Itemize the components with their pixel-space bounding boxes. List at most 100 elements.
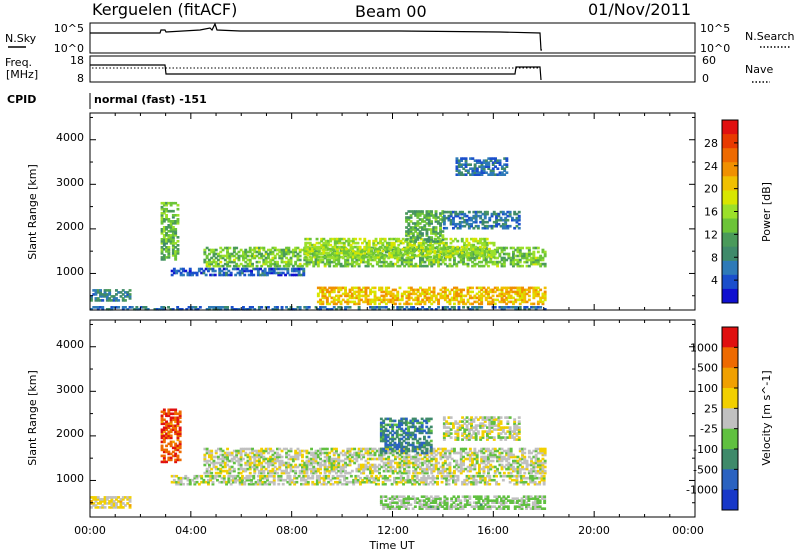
heatmap-cell [214,252,218,256]
heatmap-cell [489,173,493,176]
heatmap-cell [536,471,540,475]
heatmap-cell [417,243,421,247]
heatmap-cell [372,243,376,247]
heatmap-cell [380,286,384,290]
heatmap-cell [101,295,105,298]
heatmap-cell [382,457,386,461]
heatmap-cell [169,242,173,245]
heatmap-cell [444,251,448,255]
heatmap-cell [462,459,465,463]
heatmap-cell [446,463,450,467]
heatmap-cell [213,474,217,478]
heatmap-cell [235,264,239,268]
heatmap-cell [485,171,488,174]
heatmap-cell [448,461,452,465]
heatmap-cell [374,255,378,259]
heatmap-cell [423,228,427,231]
heatmap-cell [205,447,209,451]
heatmap-cell [434,296,438,300]
heatmap-cell [471,461,474,465]
heatmap-cell [101,308,105,311]
heatmap-cell [387,465,391,469]
heatmap-cell [355,262,359,266]
heatmap-cell [516,260,520,264]
heatmap-cell [407,230,411,233]
heatmap-cell [507,256,511,260]
heatmap-cell [172,480,176,484]
heatmap-cell [496,288,499,292]
heatmap-cell [462,306,465,309]
heatmap-cell [217,467,220,471]
heatmap-cell [281,267,285,271]
heatmap-cell [389,431,392,435]
heatmap-cell [434,260,438,264]
heatmap-cell [459,449,463,453]
heatmap-cell [212,248,216,252]
heatmap-cell [518,298,522,302]
heatmap-cell [453,258,456,262]
heatmap-cell [409,455,413,459]
heatmap-cell [476,226,480,230]
heatmap-cell [119,500,123,503]
heatmap-cell [165,436,168,440]
heatmap-cell [394,455,397,459]
nave-label: Nave [745,63,773,76]
heatmap-cell [276,306,279,309]
heatmap-cell [387,264,391,268]
heatmap-cell [176,458,180,462]
heatmap-cell [423,216,427,219]
heatmap-cell [262,449,266,453]
heatmap-cell [468,463,472,467]
heatmap-cell [376,255,380,259]
heatmap-cell [418,230,422,233]
heatmap-cell [443,296,447,300]
heatmap-cell [262,457,266,461]
heatmap-cell [244,248,248,252]
heatmap-cell [520,480,523,484]
heatmap-cell [312,262,316,266]
heatmap-cell [389,441,392,445]
heatmap-cell [412,469,416,473]
heatmap-cell [280,256,284,260]
heatmap-cell [285,455,288,459]
heatmap-cell [466,465,470,469]
heatmap-cell [490,253,494,257]
heatmap-cell [221,461,225,465]
heatmap-cell [271,252,275,256]
heatmap-cell [454,249,457,253]
heatmap-cell [396,292,400,296]
heatmap-cell [387,457,391,461]
heatmap-cell [470,224,473,228]
heatmap-cell [357,286,361,290]
heatmap-cell [382,451,386,455]
heatmap-cell [237,264,241,268]
heatmap-cell [242,467,245,471]
heatmap-cell [475,159,479,162]
heatmap-cell [502,258,506,262]
heatmap-cell [167,410,171,414]
heatmap-cell [455,296,459,300]
heatmap-cell [362,447,366,451]
heatmap-cell [364,467,368,471]
heatmap-cell [174,256,178,259]
heatmap-cell [343,476,346,480]
heatmap-cell [323,455,327,459]
heatmap-cell [339,467,343,471]
heatmap-cell [342,253,346,257]
heatmap-cell [303,306,307,309]
heatmap-cell [354,237,358,241]
heatmap-cell [322,474,326,478]
heatmap-cell [332,286,336,290]
heatmap-cell [179,478,183,482]
heatmap-cell [421,457,425,461]
heatmap-cell [478,471,481,475]
heatmap-cell [99,500,102,503]
heatmap-cell [369,302,372,306]
heatmap-cell [354,241,358,245]
heatmap-cell [405,290,409,294]
heatmap-cell [447,210,451,214]
heatmap-cell [162,201,166,205]
heatmap-cell [285,447,288,451]
heatmap-cell [348,296,352,300]
heatmap-cell [479,241,482,245]
